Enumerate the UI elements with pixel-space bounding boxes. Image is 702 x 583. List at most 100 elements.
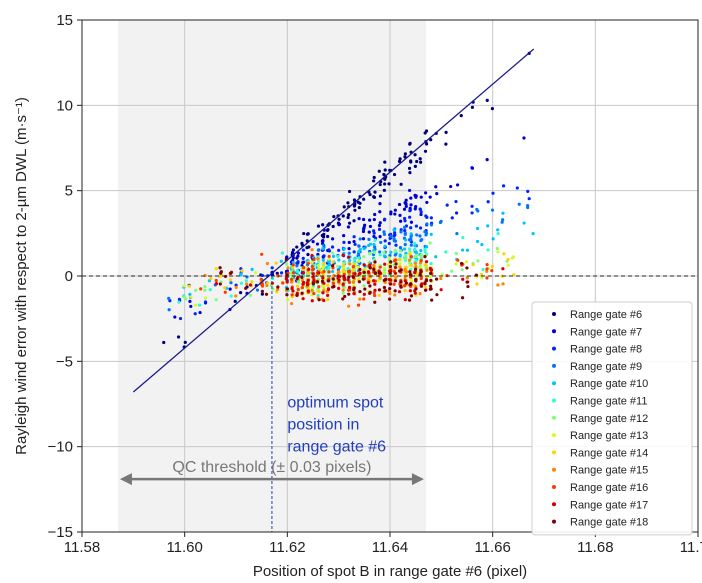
data-point: [409, 159, 413, 163]
data-point: [393, 248, 397, 253]
data-point: [413, 153, 417, 157]
data-point: [531, 231, 535, 236]
data-point: [429, 261, 433, 266]
data-point: [475, 239, 480, 244]
data-point: [176, 335, 181, 339]
data-point: [276, 274, 280, 278]
data-point: [409, 294, 414, 298]
data-point: [404, 201, 408, 206]
data-point: [408, 270, 412, 274]
data-point: [357, 249, 361, 254]
data-point: [490, 107, 495, 111]
data-point: [167, 308, 171, 312]
data-point: [387, 256, 391, 260]
data-point: [352, 235, 356, 239]
optimum-label-line: optimum spot: [287, 394, 384, 411]
data-point: [347, 288, 351, 292]
data-point: [479, 272, 484, 277]
data-point: [394, 243, 398, 247]
data-point: [409, 232, 413, 236]
data-point: [378, 276, 382, 280]
data-point: [419, 270, 423, 274]
data-point: [320, 233, 324, 238]
data-point: [470, 211, 474, 215]
data-point: [404, 257, 408, 261]
data-point: [331, 281, 336, 286]
data-point: [353, 272, 357, 276]
data-point: [378, 221, 382, 225]
data-point: [327, 263, 332, 267]
data-point: [460, 296, 465, 300]
data-point: [490, 269, 494, 273]
data-point: [331, 254, 336, 258]
data-point: [296, 260, 300, 264]
data-point: [356, 303, 361, 307]
data-point: [322, 298, 326, 303]
data-point: [275, 271, 279, 275]
data-point: [392, 282, 396, 286]
data-point: [276, 285, 280, 289]
data-point: [378, 265, 382, 269]
data-point: [409, 263, 413, 267]
data-point: [454, 251, 458, 255]
data-point: [423, 282, 427, 286]
data-point: [402, 207, 407, 211]
y-tick-label: 10: [56, 97, 73, 114]
data-point: [414, 250, 419, 255]
data-point: [348, 262, 352, 266]
data-point: [320, 279, 325, 283]
data-point: [378, 250, 382, 254]
data-point: [389, 260, 393, 264]
data-point: [377, 271, 381, 275]
data-point: [404, 238, 408, 242]
data-point: [389, 250, 393, 254]
data-point: [248, 283, 253, 287]
legend-marker: [552, 450, 556, 455]
data-point: [305, 246, 309, 250]
data-point: [480, 276, 484, 280]
data-point: [372, 268, 376, 272]
data-point: [522, 136, 526, 140]
data-point: [177, 300, 181, 304]
data-point: [348, 269, 352, 273]
arrow-head-left: [119, 473, 132, 486]
data-point: [408, 289, 412, 293]
data-point: [423, 255, 427, 259]
data-point: [194, 288, 198, 292]
data-point: [311, 282, 315, 286]
data-point: [300, 275, 304, 279]
data-point: [408, 215, 412, 219]
data-point: [321, 223, 325, 227]
data-point: [454, 199, 458, 204]
data-point: [357, 280, 362, 284]
data-point: [465, 248, 470, 252]
fit-line: [132, 48, 535, 393]
data-point: [372, 250, 377, 255]
data-point: [425, 268, 429, 272]
data-point: [301, 260, 306, 264]
data-point: [358, 289, 362, 294]
data-point: [382, 230, 386, 234]
data-point: [471, 263, 475, 267]
data-point: [393, 293, 397, 297]
data-point: [352, 239, 356, 244]
data-point: [485, 98, 489, 102]
data-point: [485, 269, 489, 274]
data-point: [430, 298, 434, 302]
data-point: [332, 273, 336, 278]
data-point: [260, 283, 265, 287]
data-point: [301, 271, 306, 275]
data-point: [337, 248, 341, 252]
data-point: [424, 191, 428, 195]
data-point: [285, 280, 289, 284]
arrow-head-right: [411, 473, 424, 486]
data-point: [419, 195, 423, 199]
data-point: [306, 283, 310, 287]
data-point: [419, 248, 423, 253]
data-point: [362, 197, 366, 201]
data-point: [347, 240, 351, 245]
data-point: [460, 248, 465, 252]
data-point: [284, 262, 289, 266]
data-point: [347, 255, 351, 259]
data-point: [208, 287, 212, 292]
